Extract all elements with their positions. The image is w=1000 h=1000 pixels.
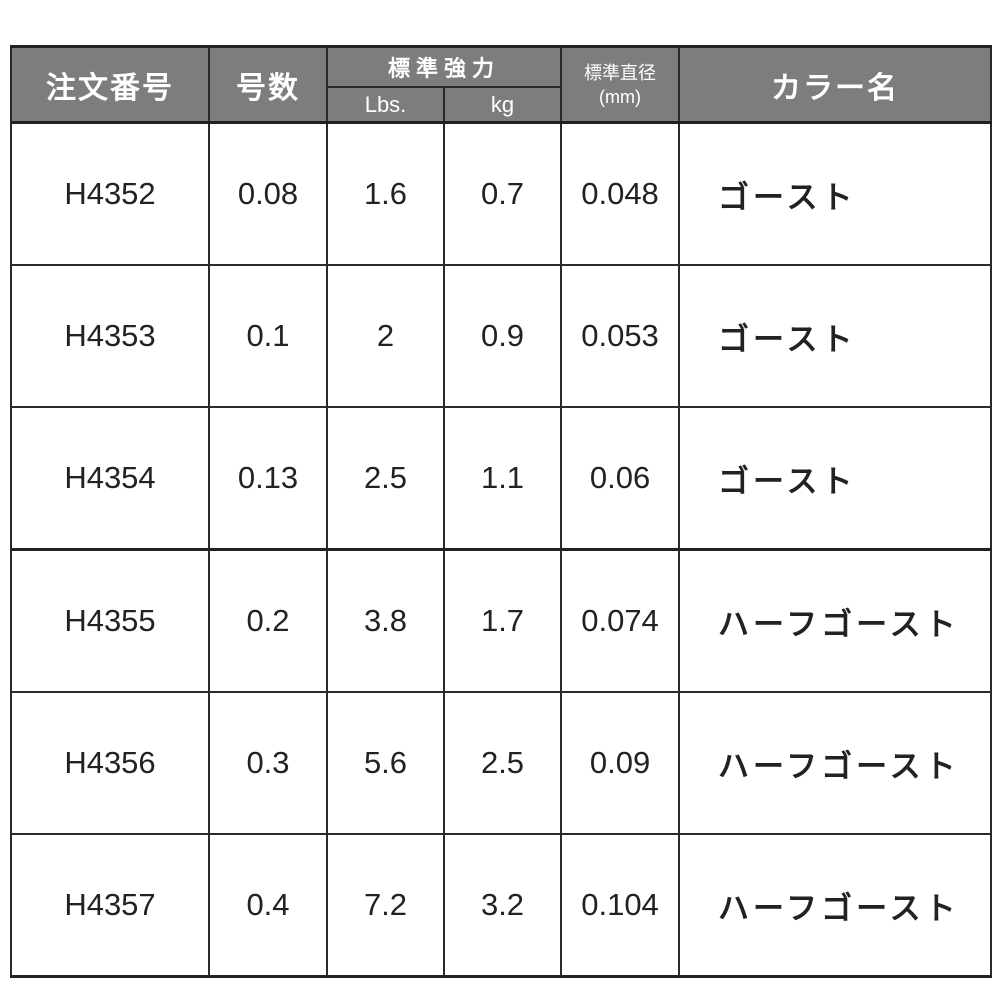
cell-diameter: 0.074	[560, 548, 681, 693]
cell-lbs: 2	[326, 264, 445, 408]
header-kg: kg	[442, 86, 563, 124]
header-diameter-label: 標準直径	[584, 62, 657, 83]
cell-diameter: 0.048	[560, 121, 681, 266]
cell-size: 0.4	[208, 833, 328, 978]
cell-kg: 0.7	[442, 121, 563, 266]
cell-lbs: 1.6	[326, 121, 445, 266]
header-diameter-unit: (mm)	[599, 86, 641, 107]
cell-kg: 2.5	[442, 691, 563, 835]
cell-color: ハーフゴースト	[678, 691, 993, 835]
table-row: H4355 0.2 3.8 1.7 0.074 ハーフゴースト	[10, 548, 993, 693]
cell-order-no: H4354	[10, 406, 210, 551]
cell-diameter: 0.053	[560, 264, 681, 408]
cell-diameter: 0.09	[560, 691, 681, 835]
cell-order-no: H4355	[10, 548, 210, 693]
cell-diameter: 0.104	[560, 833, 681, 978]
cell-size: 0.13	[208, 406, 328, 551]
header-order-no: 注文番号	[10, 45, 210, 124]
cell-size: 0.3	[208, 691, 328, 835]
cell-color: ゴースト	[678, 121, 993, 266]
cell-kg: 3.2	[442, 833, 563, 978]
cell-color: ゴースト	[678, 406, 993, 551]
cell-order-no: H4353	[10, 264, 210, 408]
cell-color: ハーフゴースト	[678, 833, 993, 978]
cell-color: ゴースト	[678, 264, 993, 408]
cell-color: ハーフゴースト	[678, 548, 993, 693]
table-row: H4353 0.1 2 0.9 0.053 ゴースト	[10, 264, 993, 408]
cell-kg: 1.1	[442, 406, 563, 551]
header-diameter: 標準直径 (mm)	[560, 45, 681, 124]
header-size: 号数	[208, 45, 328, 124]
table-row: H4352 0.08 1.6 0.7 0.048 ゴースト	[10, 121, 993, 266]
cell-kg: 0.9	[442, 264, 563, 408]
cell-order-no: H4356	[10, 691, 210, 835]
cell-size: 0.08	[208, 121, 328, 266]
cell-order-no: H4357	[10, 833, 210, 978]
header-lbs: Lbs.	[326, 86, 445, 124]
cell-lbs: 2.5	[326, 406, 445, 551]
spec-table: 注文番号 号数 標準強力 標準直径 (mm) カラー名 Lbs. kg H435…	[10, 45, 993, 978]
cell-order-no: H4352	[10, 121, 210, 266]
cell-diameter: 0.06	[560, 406, 681, 551]
header-strength: 標準強力	[325, 45, 563, 88]
cell-kg: 1.7	[442, 548, 563, 693]
cell-lbs: 7.2	[326, 833, 445, 978]
cell-size: 0.1	[208, 264, 328, 408]
cell-lbs: 3.8	[326, 548, 445, 693]
table-row: H4357 0.4 7.2 3.2 0.104 ハーフゴースト	[10, 833, 993, 978]
cell-size: 0.2	[208, 548, 328, 693]
table-row: H4356 0.3 5.6 2.5 0.09 ハーフゴースト	[10, 691, 993, 835]
table-row: H4354 0.13 2.5 1.1 0.06 ゴースト	[10, 406, 993, 551]
header-color: カラー名	[678, 45, 993, 124]
cell-lbs: 5.6	[326, 691, 445, 835]
